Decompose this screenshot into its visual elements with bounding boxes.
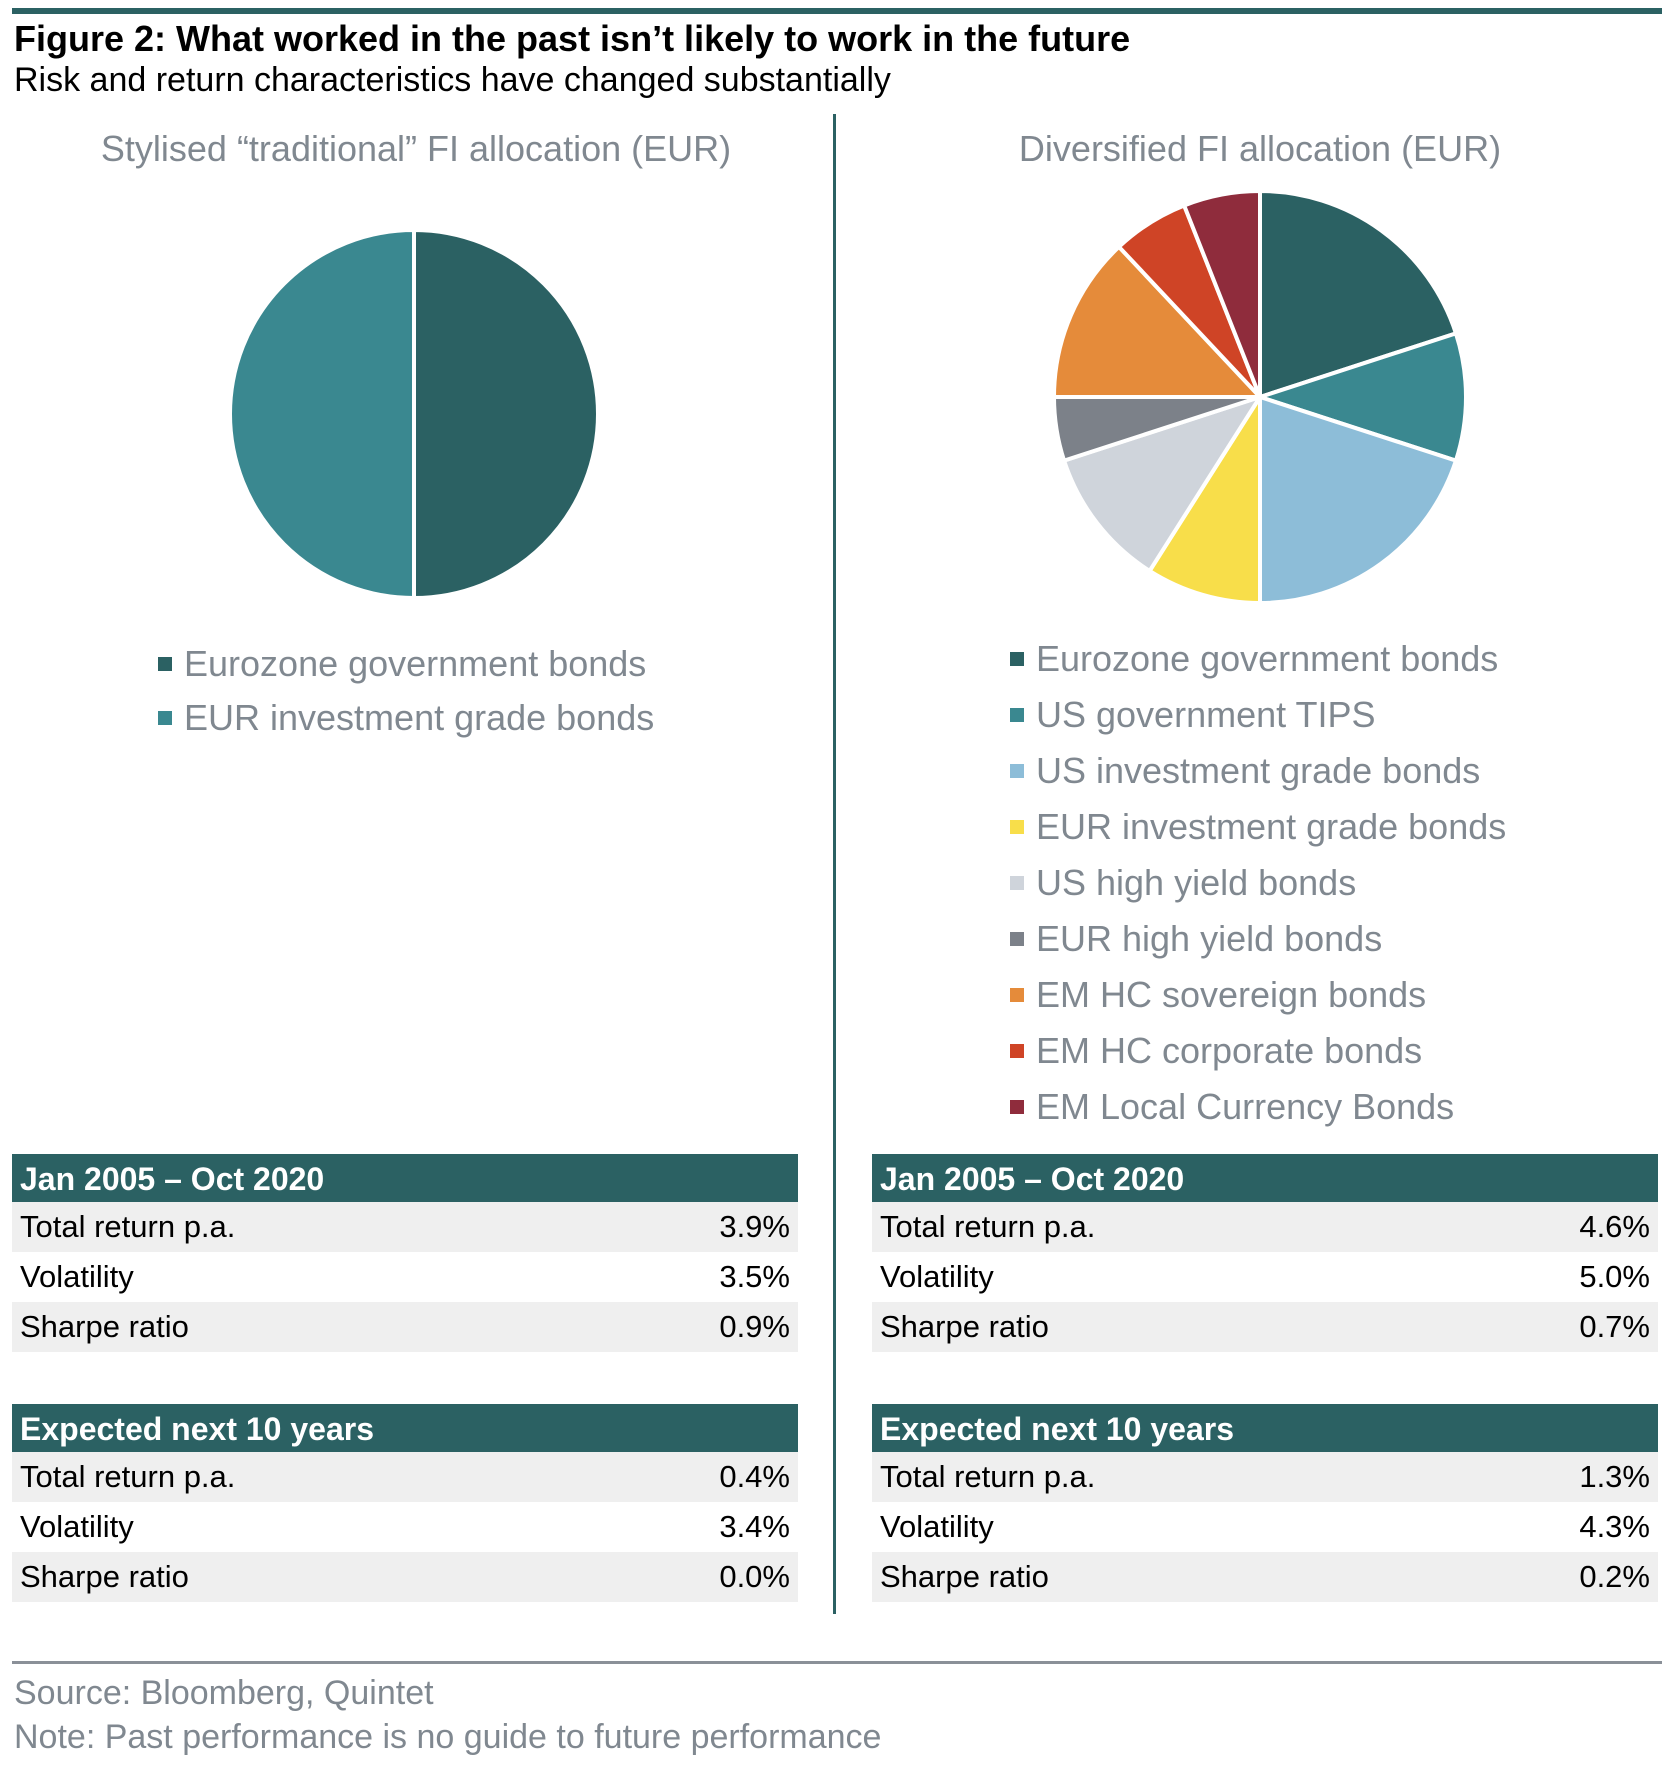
left-pie-legend: Eurozone government bonds EUR investment … bbox=[158, 643, 654, 751]
right-expected-table: Expected next 10 years Total return p.a.… bbox=[872, 1404, 1658, 1602]
pie-slice-em-local-currency-bonds bbox=[1182, 189, 1262, 399]
legend-item-eurozone-government-bonds: Eurozone government bonds bbox=[1010, 638, 1506, 680]
legend-item-eurozone-government-bonds: Eurozone government bonds bbox=[158, 643, 654, 685]
legend-item-em-hc-corporate-bonds: EM HC corporate bonds bbox=[1010, 1030, 1506, 1072]
diversified-allocation-pie bbox=[1052, 189, 1468, 605]
legend-swatch bbox=[1010, 988, 1024, 1002]
right-historical-table: Jan 2005 – Oct 2020 Total return p.a. 4.6… bbox=[872, 1154, 1658, 1352]
right-pie-title: Diversified FI allocation (EUR) bbox=[1018, 128, 1502, 169]
traditional-allocation-pie bbox=[228, 228, 600, 600]
legend-item-eur-high-yield-bonds: EUR high yield bonds bbox=[1010, 918, 1506, 960]
legend-swatch bbox=[1010, 652, 1024, 666]
legend-label: US high yield bonds bbox=[1036, 862, 1357, 903]
table-header: Jan 2005 – Oct 2020 bbox=[12, 1154, 798, 1202]
table-header: Expected next 10 years bbox=[12, 1404, 798, 1452]
source-note: Source: Bloomberg, Quintet bbox=[14, 1674, 434, 1712]
pie-slice-us-investment-grade-bonds bbox=[1258, 395, 1458, 605]
legend-swatch bbox=[1010, 876, 1024, 890]
legend-swatch bbox=[1010, 764, 1024, 778]
legend-swatch bbox=[158, 657, 172, 671]
legend-item-us-government-tips: US government TIPS bbox=[1010, 694, 1506, 736]
table-row: Sharpe ratio 0.0% bbox=[12, 1552, 798, 1602]
legend-item-us-high-yield-bonds: US high yield bonds bbox=[1010, 862, 1506, 904]
table-row: Total return p.a. 1.3% bbox=[872, 1452, 1658, 1502]
legend-label: EUR investment grade bonds bbox=[1036, 806, 1507, 847]
legend-label: US government TIPS bbox=[1036, 694, 1376, 735]
top-rule bbox=[12, 8, 1662, 14]
table-row: Sharpe ratio 0.2% bbox=[872, 1552, 1658, 1602]
pie-slice-eurozone-government-bonds bbox=[412, 228, 600, 600]
table-row: Total return p.a. 4.6% bbox=[872, 1202, 1658, 1252]
table-row: Volatility 3.5% bbox=[20, 1259, 790, 1294]
bottom-rule bbox=[12, 1661, 1662, 1664]
table-row: Volatility 3.4% bbox=[20, 1509, 790, 1544]
table-header: Jan 2005 – Oct 2020 bbox=[872, 1154, 1658, 1202]
legend-label: EM HC corporate bonds bbox=[1036, 1030, 1423, 1071]
legend-item-eur-investment-grade-bonds: EUR investment grade bonds bbox=[1010, 806, 1506, 848]
table-header: Expected next 10 years bbox=[872, 1404, 1658, 1452]
legend-item-eur-investment-grade-bonds: EUR investment grade bonds bbox=[158, 697, 654, 739]
figure-subtitle: Risk and return characteristics have cha… bbox=[14, 61, 891, 99]
pie-slice-eur-investment-grade-bonds bbox=[1147, 395, 1262, 605]
table-row: Sharpe ratio 0.7% bbox=[872, 1302, 1658, 1352]
table-row: Total return p.a. 0.4% bbox=[12, 1452, 798, 1502]
pie-slice-eur-investment-grade-bonds bbox=[228, 228, 416, 600]
legend-label: Eurozone government bonds bbox=[1036, 638, 1499, 679]
legend-item-em-hc-sovereign-bonds: EM HC sovereign bonds bbox=[1010, 974, 1506, 1016]
pie-slice-em-hc-sovereign-bonds bbox=[1052, 244, 1262, 399]
legend-swatch bbox=[158, 711, 172, 725]
legend-label: EUR high yield bonds bbox=[1036, 918, 1383, 959]
legend-label: US investment grade bonds bbox=[1036, 750, 1481, 791]
pie-slice-us-government-tips bbox=[1258, 331, 1468, 463]
legend-swatch bbox=[1010, 1044, 1024, 1058]
table-row: Volatility 4.3% bbox=[880, 1509, 1650, 1544]
table-row: Sharpe ratio 0.9% bbox=[12, 1302, 798, 1352]
panel-divider bbox=[833, 114, 836, 1614]
legend-label: Eurozone government bonds bbox=[184, 643, 647, 684]
legend-swatch bbox=[1010, 708, 1024, 722]
legend-swatch bbox=[1010, 820, 1024, 834]
legend-swatch bbox=[1010, 1100, 1024, 1114]
figure-title: Figure 2: What worked in the past isn’t … bbox=[14, 18, 1131, 59]
legend-label: EUR investment grade bonds bbox=[184, 697, 655, 738]
legend-swatch bbox=[1010, 932, 1024, 946]
pie-slice-eurozone-government-bonds bbox=[1258, 189, 1458, 399]
legend-label: EM Local Currency Bonds bbox=[1036, 1086, 1455, 1127]
left-expected-table: Expected next 10 years Total return p.a.… bbox=[12, 1404, 798, 1602]
pie-slice-us-high-yield-bonds bbox=[1062, 395, 1262, 573]
legend-label: EM HC sovereign bonds bbox=[1036, 974, 1427, 1015]
disclaimer-note: Note: Past performance is no guide to fu… bbox=[14, 1718, 882, 1756]
left-pie-title: Stylised “traditional” FI allocation (EU… bbox=[100, 128, 732, 169]
left-historical-table: Jan 2005 – Oct 2020 Total return p.a. 3.9… bbox=[12, 1154, 798, 1352]
table-row: Volatility 5.0% bbox=[880, 1259, 1650, 1294]
legend-item-em-local-currency-bonds: EM Local Currency Bonds bbox=[1010, 1086, 1506, 1128]
table-row: Total return p.a. 3.9% bbox=[12, 1202, 798, 1252]
legend-item-us-investment-grade-bonds: US investment grade bonds bbox=[1010, 750, 1506, 792]
right-pie-legend: Eurozone government bonds US government T… bbox=[1010, 638, 1506, 1142]
